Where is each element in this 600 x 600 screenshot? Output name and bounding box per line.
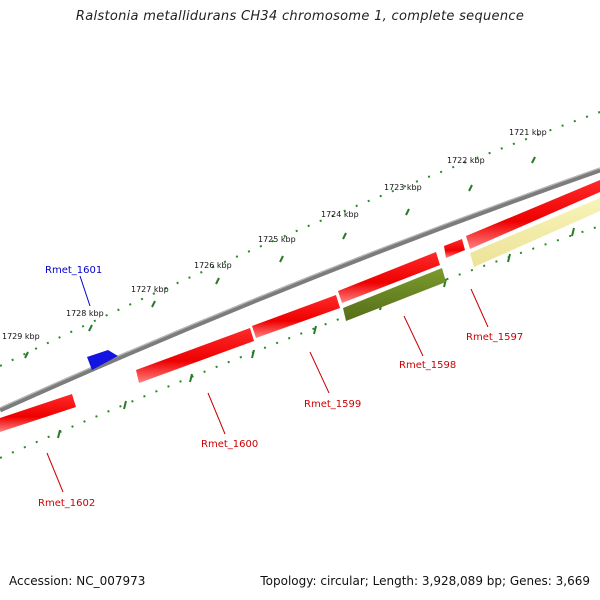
- inner-scale-arc: [0, 225, 600, 459]
- map-title: Ralstonia metallidurans CH34 chromosome …: [75, 9, 525, 24]
- scale-label-1721: 1721 kbp: [509, 128, 547, 137]
- gene-olive-block[interactable]: [343, 268, 446, 321]
- gene-label-rmet-1598[interactable]: Rmet_1598: [399, 360, 456, 371]
- gene-rmet-1600-block[interactable]: [136, 328, 254, 383]
- scale-label-1729: 1729 kbp: [2, 332, 40, 341]
- genome-summary-text: Topology: circular; Length: 3,928,089 bp…: [260, 574, 590, 588]
- scale-label-1728: 1728 kbp: [66, 309, 104, 318]
- gene-rmet-1601-block[interactable]: [87, 350, 118, 370]
- gene-label-rmet-1599[interactable]: Rmet_1599: [304, 399, 361, 410]
- scale-label-1727: 1727 kbp: [131, 285, 169, 294]
- scale-label-1722: 1722 kbp: [447, 156, 485, 165]
- chromosome-backbone: [0, 167, 600, 413]
- scale-label-1726: 1726 kbp: [194, 261, 232, 270]
- gene-label-rmet-1597[interactable]: Rmet_1597: [466, 332, 523, 343]
- gene-rmet-1598-upper-block[interactable]: [338, 252, 440, 303]
- outer-major-ticks: [24, 156, 536, 359]
- leader-lines: [46, 275, 489, 493]
- gene-rmet-1602-block[interactable]: [0, 394, 76, 432]
- gene-label-rmet-1600[interactable]: Rmet_1600: [201, 439, 258, 450]
- gene-rmet-1597-block[interactable]: [466, 180, 600, 249]
- gene-rmet-1599-block[interactable]: [252, 295, 340, 338]
- scale-label-1723: 1723 kbp: [384, 183, 422, 192]
- gene-small-red-block[interactable]: [444, 239, 465, 258]
- gene-label-rmet-1601[interactable]: Rmet_1601: [45, 265, 102, 276]
- scale-label-1724: 1724 kbp: [321, 210, 359, 219]
- gene-label-rmet-1602[interactable]: Rmet_1602: [38, 498, 95, 509]
- gene-pale-block[interactable]: [470, 198, 600, 267]
- scale-label-1725: 1725 kbp: [258, 235, 296, 244]
- accession-text: Accession: NC_007973: [9, 574, 146, 588]
